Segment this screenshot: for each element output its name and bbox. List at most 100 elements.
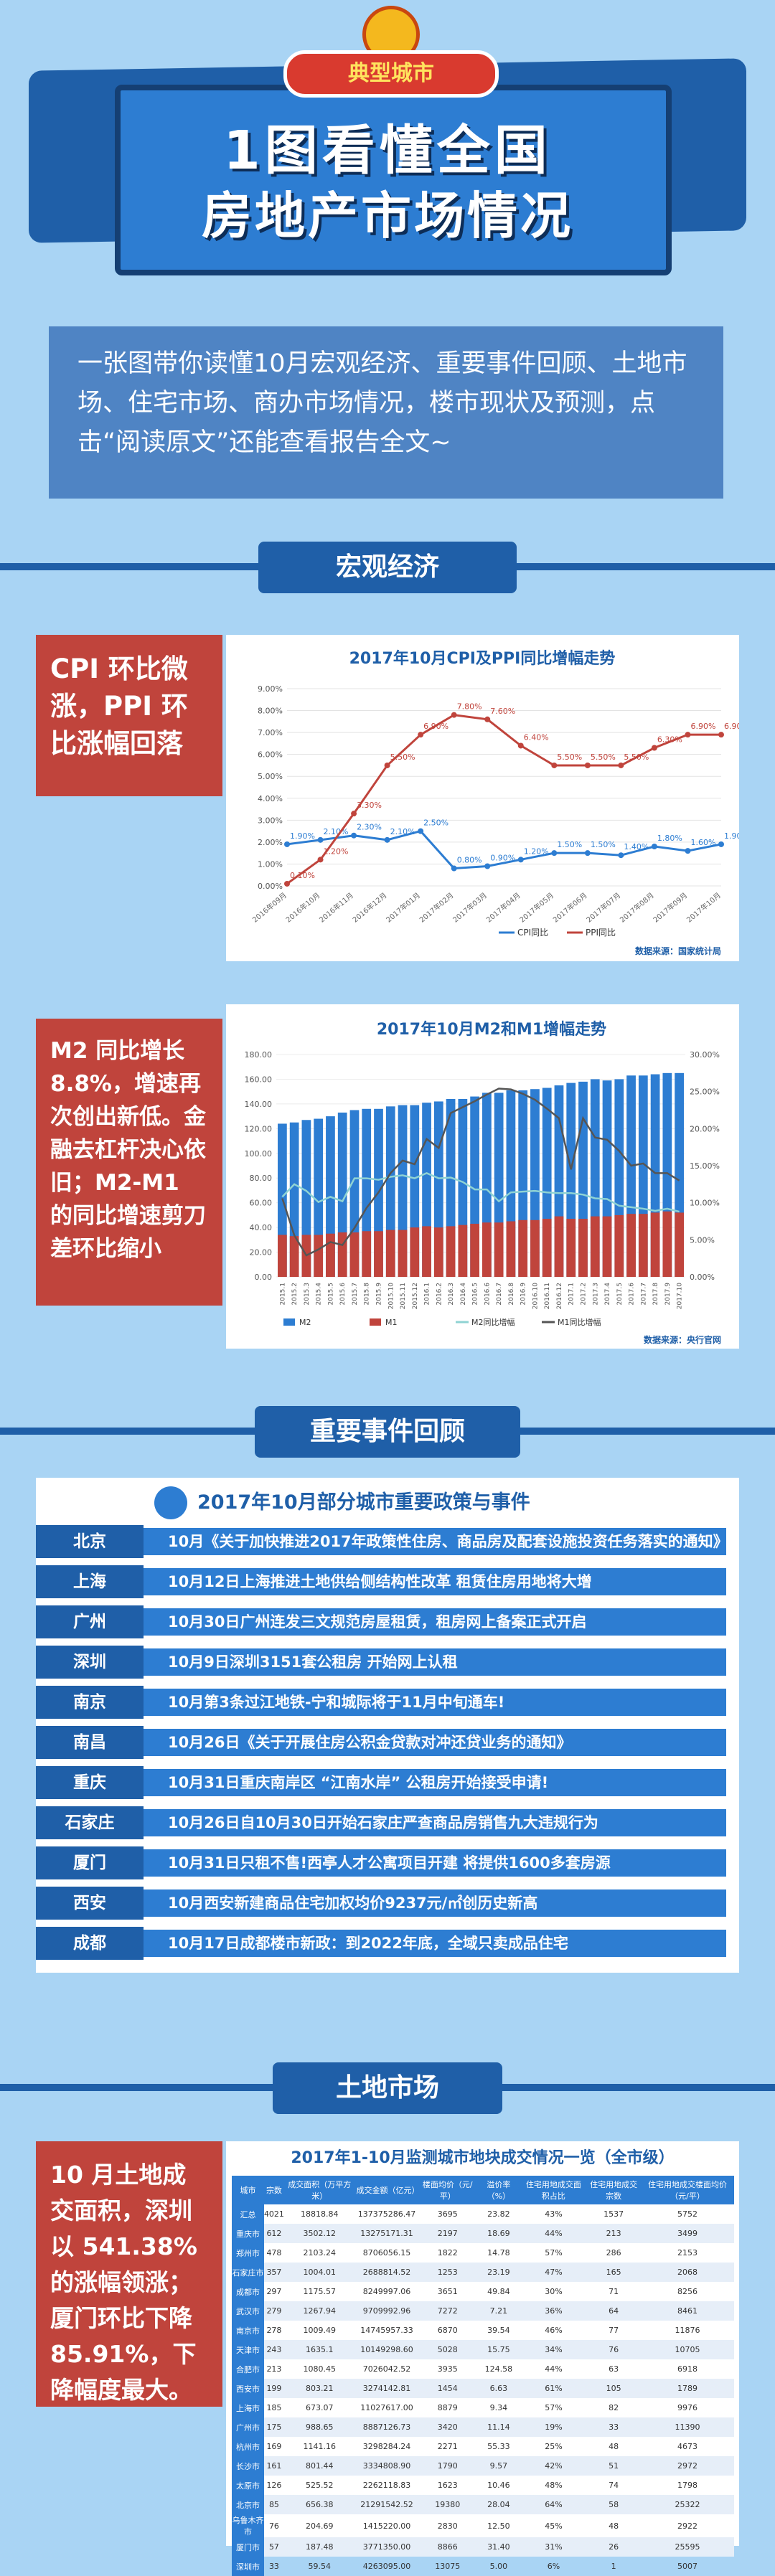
table-cell: 10705 — [641, 2340, 734, 2359]
series-line — [286, 829, 722, 870]
bar-m1 — [433, 1227, 443, 1277]
table-cell: 1009.49 — [303, 2326, 336, 2335]
data-label: 2.10% — [390, 827, 415, 836]
event-row: 10月西安新建商品住宅加权均价9237元/㎡创历史新高 西安 — [36, 1887, 739, 1920]
event-text: 10月31日只租不售!西亭人才公寓项目开建 将提供1600多套房源 — [131, 1849, 726, 1877]
table-cell: 2922 — [677, 2521, 698, 2531]
table-cell: 2153 — [677, 2248, 698, 2257]
table-city-cell: 长沙市 — [232, 2456, 264, 2476]
source-note: 数据来源：央行官网 — [644, 1334, 721, 1345]
y-tick-label: 160.00 — [245, 1075, 273, 1084]
notebook-icon — [154, 1486, 187, 1519]
legend-label: CPI同比 — [517, 928, 548, 938]
table-cell: 46% — [545, 2326, 563, 2335]
table-row: 重庆市 612 3502.12 13275171.31 2197 18.69 44% 213 3… — [232, 2224, 734, 2243]
x-tick-label: 2015.8 — [364, 1283, 371, 1306]
table-cell: 8879 — [437, 2403, 458, 2412]
table-cell: 187.48 — [283, 2537, 355, 2557]
table-cell: 3695 — [437, 2209, 458, 2219]
table-cell: 1623 — [437, 2481, 458, 2490]
table-row: 天津市 243 1635.1 10149298.60 5028 15.75 34% 76 107… — [232, 2340, 734, 2359]
table-cell: 2972 — [641, 2456, 734, 2476]
x-tick-label: 2017.7 — [640, 1283, 647, 1306]
page-title-line1: 1图看懂全国 — [223, 120, 552, 181]
data-point — [517, 857, 524, 863]
table-cell: 169 — [266, 2442, 282, 2451]
x-tick-label: 2015.1 — [279, 1283, 286, 1306]
x-tick-label: 2015.2 — [291, 1283, 299, 1306]
table-cell: 3334808.90 — [354, 2456, 419, 2476]
event-text: 10月26日《关于开展住房公积金贷款对冲还贷业务的通知》 — [131, 1729, 726, 1756]
table-cell: 10149298.60 — [354, 2340, 419, 2359]
table-row: 北京市 85 656.38 21291542.52 19380 28.04 64% 58 253… — [232, 2495, 734, 2514]
data-label: 1.80% — [657, 834, 682, 843]
data-label: 7.60% — [490, 707, 515, 716]
event-row: 10月26日自10月30日开始石家庄严查商品房销售九大违规行为 石家庄 — [36, 1806, 739, 1839]
y-right-tick-label: 0.00% — [690, 1273, 715, 1282]
x-tick-label: 2015.6 — [339, 1283, 347, 1306]
chart-title: 2017年10月CPI及PPI同比增幅走势 — [349, 649, 616, 668]
table-cell: 64 — [586, 2301, 642, 2321]
table-cell: 2197 — [418, 2224, 477, 2243]
table-cell: 51 — [586, 2456, 642, 2476]
table-cell: 55.33 — [487, 2442, 510, 2451]
data-label: 2.50% — [423, 818, 448, 828]
table-cell: 57 — [263, 2537, 284, 2557]
table-cell: 64% — [520, 2495, 587, 2514]
table-cell: 18818.84 — [300, 2209, 339, 2219]
banner — [115, 85, 672, 275]
data-label: 2.30% — [357, 823, 382, 832]
data-label: 6.40% — [524, 732, 549, 742]
data-label: 0.10% — [290, 871, 315, 880]
data-point — [551, 850, 558, 857]
table-cell: 3771350.00 — [354, 2537, 419, 2557]
x-tick-label: 2016.2 — [436, 1283, 443, 1306]
table-cell: 1790 — [418, 2456, 477, 2476]
bar-m1 — [374, 1231, 383, 1277]
table-row: 长沙市 161 801.44 3334808.90 1790 9.57 42% 51 2972 — [232, 2456, 734, 2476]
event-text: 10月第3条过江地铁-宁和城际将于11月中旬通车! — [131, 1689, 726, 1716]
table-cell: 9.34 — [489, 2403, 508, 2412]
table-cell: 71 — [609, 2287, 619, 2296]
table-cell: 286 — [606, 2248, 621, 2257]
x-tick-label: 2016.9 — [520, 1283, 527, 1306]
table-cell: 82 — [609, 2403, 619, 2412]
table-row: 西安市 199 803.21 3274142.81 1454 6.63 61% 105 1789 — [232, 2379, 734, 2398]
data-point — [517, 742, 524, 749]
legend-label: M2同比增幅 — [471, 1317, 515, 1327]
land-table-panel: 2017年1-10月监测城市地块成交情况一览（全市级） 城市 宗数 成交面积（万平方… — [226, 2141, 739, 2576]
table-cell: 6918 — [677, 2364, 698, 2374]
event-row: 10月31日只租不售!西亭人才公寓项目开建 将提供1600多套房源 厦门 — [36, 1846, 739, 1879]
bar-m1 — [554, 1216, 564, 1277]
table-cell: 15.75 — [476, 2340, 521, 2359]
table-cell: 2688814.52 — [354, 2263, 419, 2282]
table-city-cell: 汇总 — [232, 2204, 264, 2224]
bar-m1 — [314, 1235, 324, 1277]
event-city: 南京 — [36, 1686, 144, 1719]
y-tick-label: 8.00% — [258, 707, 283, 716]
table-cell: 801.44 — [283, 2456, 355, 2476]
m2-m1-chart: 2017年10月M2和M1增幅走势 0.00 20.00 40.00 60.00 80.0… — [245, 1020, 722, 1345]
table-cell: 6870 — [437, 2326, 458, 2335]
table-row: 合肥市 213 1080.45 7026042.52 3935 124.58 44% 63 69… — [232, 2359, 734, 2379]
table-cell: 11.14 — [476, 2417, 521, 2437]
bar-m1 — [602, 1216, 612, 1277]
data-label: 1.20% — [524, 846, 549, 856]
bar-m1 — [626, 1214, 636, 1277]
table-cell: 165 — [586, 2263, 642, 2282]
y-tick-label: 60.00 — [250, 1199, 273, 1208]
table-header-cell: 宗数 — [263, 2176, 284, 2204]
table-cell: 1454 — [418, 2379, 477, 2398]
table-city-cell: 石家庄市 — [232, 2263, 264, 2282]
table-cell: 76 — [268, 2521, 279, 2531]
table-cell: 1635.1 — [283, 2340, 355, 2359]
x-tick-label: 2015.11 — [400, 1283, 407, 1309]
x-tick-label: 2015.7 — [352, 1283, 359, 1306]
table-cell: 49.84 — [487, 2287, 510, 2296]
x-tick-label: 2015.4 — [316, 1283, 323, 1306]
x-tick-label: 2016年10月 — [284, 890, 322, 924]
data-point — [317, 857, 324, 863]
x-tick-label: 2017年10月 — [685, 890, 723, 924]
table-header-cell: 成交金额（亿元） — [354, 2176, 419, 2204]
data-label: 1.40% — [624, 842, 649, 851]
